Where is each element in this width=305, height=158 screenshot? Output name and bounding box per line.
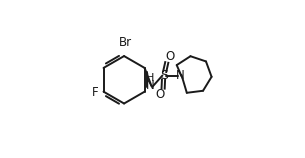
Text: Br: Br	[119, 36, 132, 49]
Text: H: H	[146, 73, 154, 83]
Text: N: N	[145, 79, 154, 92]
Text: S: S	[160, 69, 168, 82]
Text: F: F	[92, 86, 98, 99]
Text: O: O	[165, 50, 174, 63]
Text: N: N	[176, 69, 185, 82]
Text: O: O	[156, 88, 165, 101]
